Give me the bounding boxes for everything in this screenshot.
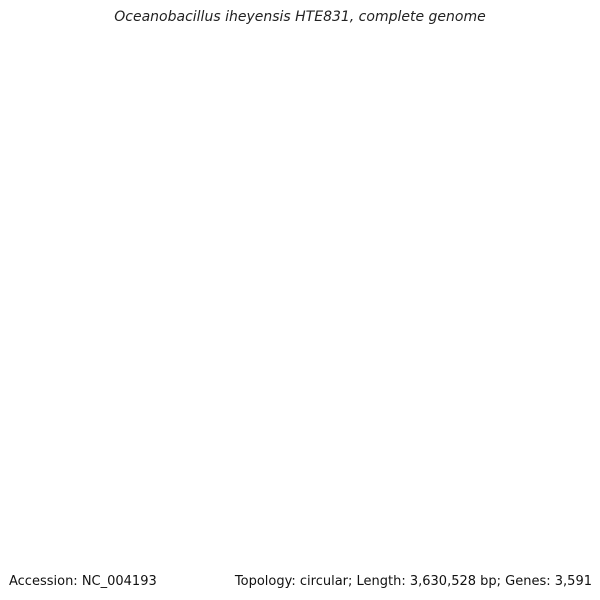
- accession-text: Accession: NC_004193: [9, 574, 157, 589]
- genome-title: Oceanobacillus iheyensis HTE831, complet…: [114, 9, 486, 25]
- genome-stats-text: Topology: circular; Length: 3,630,528 bp…: [234, 574, 592, 589]
